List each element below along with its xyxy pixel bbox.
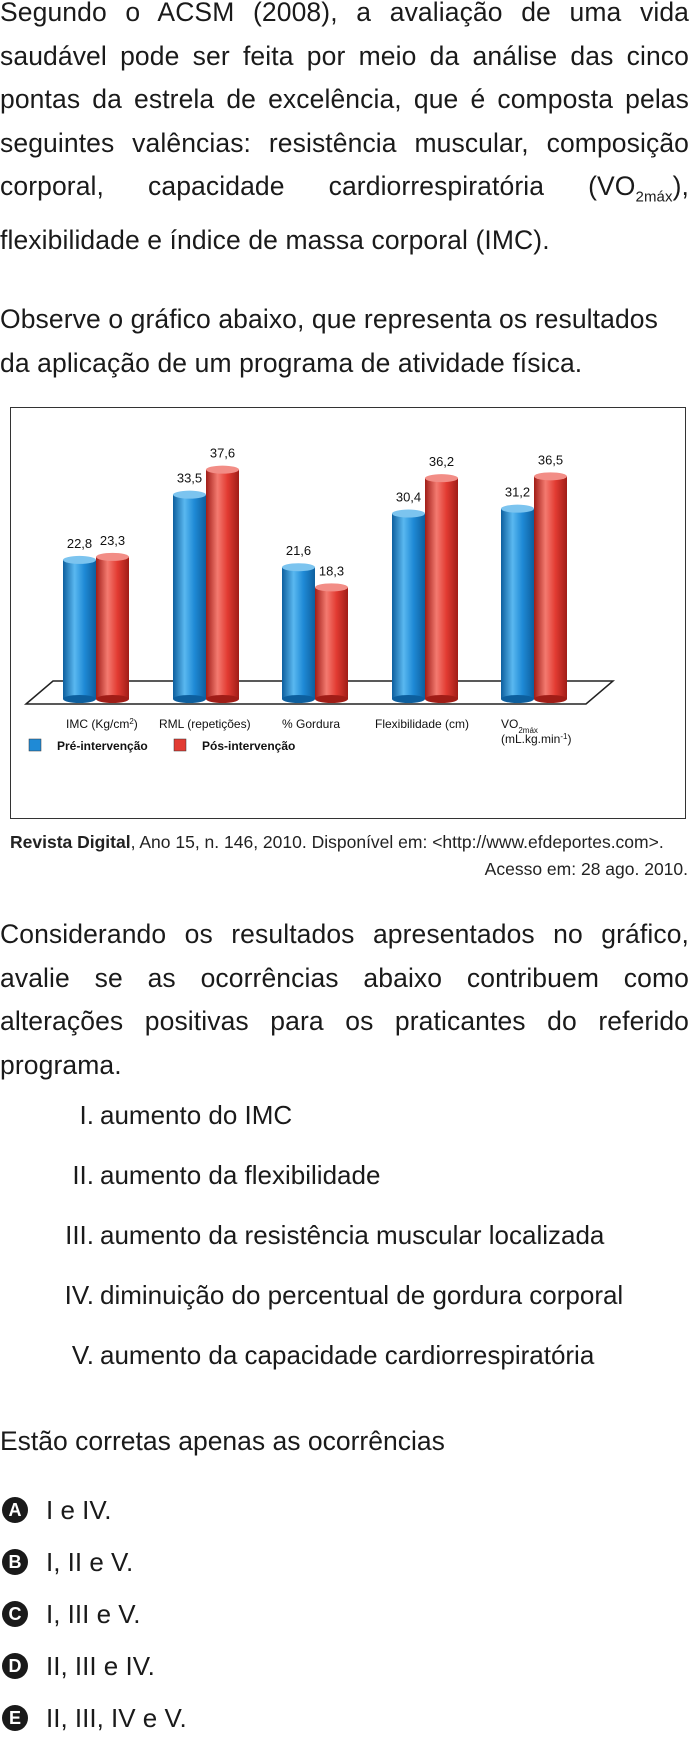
source-details: , Ano 15, n. 146, 2010. Disponível em: <… bbox=[130, 832, 664, 852]
bar-pos-1 bbox=[206, 469, 239, 699]
statement-item: II. aumento da flexibilidade bbox=[0, 1158, 380, 1192]
bar-bottom-cap bbox=[392, 695, 425, 703]
bar-top-cap bbox=[173, 490, 206, 499]
bar-chart: 22,8 33,5 21,6 30,4 31,2 23,3 37,6 18,3 36,2 36,5… bbox=[23, 446, 616, 753]
bar-pos-3 bbox=[425, 478, 458, 699]
option-text: I, II e V. bbox=[46, 1547, 134, 1577]
option-a[interactable]: A I e IV. bbox=[2, 1493, 112, 1527]
legend-label: Pós-intervenção bbox=[202, 739, 295, 753]
legend-label: Pré-intervenção bbox=[57, 739, 148, 753]
bar-value-label: 21,6 bbox=[286, 543, 311, 558]
legend-swatch bbox=[173, 738, 187, 752]
option-text: I e IV. bbox=[46, 1495, 112, 1525]
statement-number: V. bbox=[71, 1340, 94, 1370]
bar-value-label: 31,2 bbox=[505, 485, 530, 500]
bar-bottom-cap bbox=[282, 695, 315, 703]
bar-pre-0 bbox=[63, 559, 96, 699]
option-b[interactable]: B I, II e V. bbox=[2, 1545, 133, 1579]
bar-top-cap bbox=[63, 555, 96, 564]
bar-bottom-cap bbox=[315, 695, 348, 703]
option-letter-badge: D bbox=[2, 1653, 28, 1679]
category-label: Flexibilidade (cm) bbox=[375, 717, 469, 731]
option-text: I, III e V. bbox=[46, 1599, 141, 1629]
bar-value-label: 23,3 bbox=[100, 533, 125, 548]
legend-swatch bbox=[28, 738, 42, 752]
bar-bottom-cap bbox=[96, 695, 129, 703]
source-access-date: Acesso em: 28 ago. 2010. bbox=[484, 859, 688, 879]
statement-text: aumento da capacidade cardiorrespiratóri… bbox=[100, 1340, 595, 1370]
bar-top-cap bbox=[425, 474, 458, 483]
statement-text: aumento da flexibilidade bbox=[100, 1160, 381, 1190]
option-e[interactable]: E II, III, IV e V. bbox=[2, 1701, 187, 1735]
statement-number: II. bbox=[72, 1160, 94, 1190]
option-text: II, III e IV. bbox=[46, 1651, 155, 1681]
bar-bottom-cap bbox=[425, 695, 458, 703]
statement-item: I. aumento do IMC bbox=[0, 1098, 293, 1132]
statement-text: diminuição do percentual de gordura corp… bbox=[100, 1280, 624, 1310]
option-d[interactable]: D II, III e IV. bbox=[2, 1649, 155, 1683]
statement-text: aumento do IMC bbox=[100, 1100, 293, 1130]
question-paragraph: Considerando os resultados apresentados … bbox=[0, 919, 689, 1080]
statement-number: I. bbox=[79, 1100, 94, 1130]
bar-bottom-cap bbox=[534, 695, 567, 703]
bar-top-cap bbox=[501, 504, 534, 513]
bar-top-cap bbox=[534, 472, 567, 481]
bar-pre-1 bbox=[173, 494, 206, 699]
intro-text-a: Segundo o ACSM (2008), a avaliação de um… bbox=[0, 0, 689, 201]
statement-item: V. aumento da capacidade cardiorrespirató… bbox=[0, 1338, 594, 1372]
bar-top-cap bbox=[315, 583, 348, 592]
bar-value-label: 22,8 bbox=[67, 536, 92, 551]
bar-pre-4 bbox=[501, 508, 534, 699]
statement-number: IV. bbox=[64, 1280, 94, 1310]
category-label: VO2máx (mL.kg.min-1) bbox=[501, 717, 571, 746]
bar-value-label: 18,3 bbox=[319, 563, 344, 578]
category-label: IMC (Kg/cm2) bbox=[66, 717, 138, 732]
statement-item: IV. diminuição do percentual de gordura c… bbox=[0, 1278, 624, 1312]
bar-top-cap bbox=[392, 509, 425, 518]
statement-text: aumento da resistência muscular localiza… bbox=[100, 1220, 605, 1250]
bar-bottom-cap bbox=[206, 695, 239, 703]
category-label: RML (repetições) bbox=[159, 717, 251, 731]
category-label: % Gordura bbox=[282, 717, 340, 731]
bar-bottom-cap bbox=[501, 695, 534, 703]
bar-top-cap bbox=[206, 465, 239, 474]
bar-pre-2 bbox=[282, 567, 315, 699]
source-title: Revista Digital bbox=[10, 832, 131, 852]
option-text: II, III, IV e V. bbox=[46, 1703, 187, 1733]
option-letter-badge: E bbox=[2, 1705, 28, 1731]
bar-pos-2 bbox=[315, 587, 348, 699]
bar-value-label: 36,5 bbox=[538, 452, 563, 467]
chart-intro-paragraph: Observe o gráfico abaixo, que representa… bbox=[0, 304, 658, 378]
option-letter-badge: C bbox=[2, 1601, 28, 1627]
bar-pre-3 bbox=[392, 513, 425, 699]
statement-number: III. bbox=[65, 1220, 94, 1250]
option-letter-badge: B bbox=[2, 1549, 28, 1575]
bar-value-label: 30,4 bbox=[396, 490, 421, 505]
bar-value-label: 37,6 bbox=[210, 446, 235, 461]
bar-value-label: 33,5 bbox=[177, 471, 202, 486]
bar-top-cap bbox=[96, 552, 129, 561]
vo2-subscript: 2máx bbox=[635, 188, 673, 206]
option-letter-badge: A bbox=[2, 1497, 28, 1523]
bar-bottom-cap bbox=[63, 695, 96, 703]
option-c[interactable]: C I, III e V. bbox=[2, 1597, 140, 1631]
bar-top-cap bbox=[282, 563, 315, 572]
bar-bottom-cap bbox=[173, 695, 206, 703]
bar-pos-4 bbox=[534, 476, 567, 699]
intro-text-b: ), flexibilidade e índice de massa corpo… bbox=[0, 171, 689, 255]
statement-item: III. aumento da resistência muscular loca… bbox=[0, 1218, 604, 1252]
question-lead: Estão corretas apenas as ocorrências bbox=[0, 1426, 445, 1456]
bar-pos-0 bbox=[96, 556, 129, 699]
chart-figure: 22,8 33,5 21,6 30,4 31,2 23,3 37,6 18,3 36,2 36,5… bbox=[10, 407, 686, 819]
bar-value-label: 36,2 bbox=[429, 454, 454, 469]
intro-paragraph: Segundo o ACSM (2008), a avaliação de um… bbox=[0, 0, 689, 262]
source-citation: Revista Digital, Ano 15, n. 146, 2010. D… bbox=[10, 829, 688, 856]
